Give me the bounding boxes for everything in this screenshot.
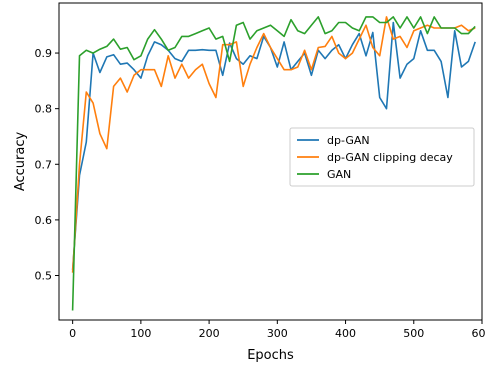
- series-line-dp-gan: [71, 21, 476, 270]
- y-tick-label: 0.9: [35, 47, 53, 60]
- y-tick-label: 0.6: [35, 214, 53, 227]
- legend-box: [289, 127, 475, 187]
- ticks-layer: 0 100 200 300 400 500 600 0.5 0.6 0.7 0.8 0.9: [35, 47, 486, 340]
- x-tick-label: 0: [69, 327, 76, 340]
- x-axis-title: Epochs: [247, 348, 294, 363]
- legend: dp-GAN dp-GAN clipping decay GAN: [289, 127, 475, 187]
- series-layer: [71, 16, 476, 311]
- legend-label-dp-gan-clipping-decay: dp-GAN clipping decay: [327, 151, 453, 164]
- legend-label-gan: GAN: [327, 168, 351, 181]
- y-axis-title: Accuracy: [13, 132, 28, 192]
- y-tick-label: 0.5: [35, 270, 53, 283]
- x-tick-label: 500: [403, 327, 424, 340]
- series-line-gan: [71, 16, 476, 311]
- x-tick-label: 100: [130, 327, 151, 340]
- x-tick-label: 300: [267, 327, 288, 340]
- x-tick-label: 200: [199, 327, 220, 340]
- x-tick-label: 600: [472, 327, 486, 340]
- plot-frame: [58, 2, 483, 321]
- series-line-dp-gan-clipping-decay: [71, 16, 476, 273]
- y-tick-label: 0.8: [35, 103, 53, 116]
- y-tick-label: 0.7: [35, 158, 53, 171]
- legend-label-dp-gan: dp-GAN: [327, 134, 370, 147]
- x-tick-label: 400: [335, 327, 356, 340]
